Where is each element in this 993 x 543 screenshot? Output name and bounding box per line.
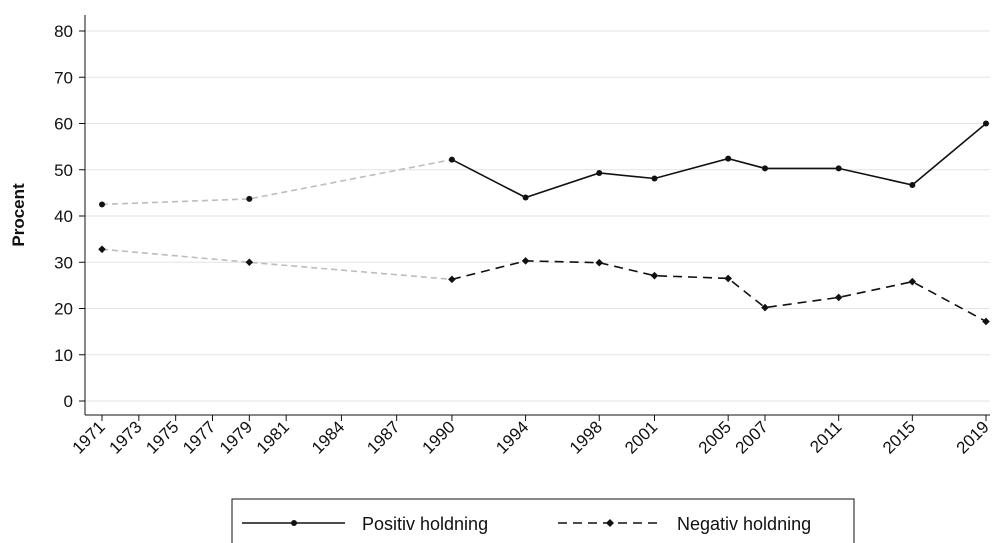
- legend-label-negativ: Negativ holdning: [677, 514, 811, 534]
- x-tick-label: 1973: [105, 417, 145, 457]
- data-point-0-2001: [651, 175, 658, 182]
- x-tick-label: 1984: [308, 417, 348, 457]
- x-tick-label: 2007: [732, 417, 772, 457]
- series-line-1: [451, 260, 987, 323]
- data-point-1-1979: [245, 258, 254, 267]
- data-point-0-2015: [909, 182, 916, 189]
- x-tick-label: 2015: [879, 417, 919, 457]
- y-tick-label: 80: [54, 22, 73, 41]
- x-tick-label: 1998: [566, 417, 606, 457]
- x-tick-label: 1975: [142, 417, 182, 457]
- data-point-0-1994: [522, 194, 529, 201]
- y-tick-label: 20: [54, 300, 73, 319]
- data-point-1-1971: [98, 245, 106, 254]
- x-tick-label: 1987: [363, 417, 403, 457]
- legend-label-positiv: Positiv holdning: [362, 514, 488, 534]
- x-tick-label: 2019: [953, 417, 993, 457]
- x-tick-label: 1990: [419, 417, 459, 457]
- series-lines: [101, 122, 987, 323]
- legend: Positiv holdning Negativ holdning: [231, 498, 855, 543]
- series-line-0: [451, 122, 987, 199]
- y-tick-label: 60: [54, 115, 73, 134]
- data-point-1-2011: [834, 293, 843, 302]
- data-point-0-1998: [596, 169, 603, 176]
- legend-box: [231, 498, 855, 543]
- legend-marker-negativ: [606, 519, 614, 527]
- x-tick-label: 2005: [695, 417, 735, 457]
- series-connector-0: [101, 158, 453, 206]
- x-tick-label: 1981: [253, 417, 293, 457]
- x-tick-label: 2001: [621, 417, 661, 457]
- x-tick-label: 1971: [69, 417, 109, 457]
- data-point-1-2001: [650, 271, 659, 280]
- series-connector-1: [101, 248, 452, 281]
- grid-lines: [85, 30, 990, 402]
- data-point-1-2007: [761, 303, 769, 312]
- data-point-0-2011: [835, 165, 842, 172]
- legend-marker-positiv: [291, 520, 297, 526]
- y-tick-label: 0: [64, 392, 73, 411]
- data-point-0-2019: [983, 120, 989, 127]
- data-point-0-1990: [448, 156, 455, 163]
- data-point-0-1979: [246, 195, 253, 202]
- y-tick-label: 70: [54, 68, 73, 87]
- x-tick-label: 2011: [806, 417, 845, 456]
- data-point-1-2005: [724, 274, 732, 283]
- axes: 0102030405060708019711973197519771979198…: [54, 15, 993, 458]
- data-point-1-2019: [982, 317, 990, 326]
- y-axis-title: Procent: [9, 183, 28, 247]
- data-point-1-1998: [595, 258, 604, 267]
- data-point-1-2015: [908, 277, 917, 286]
- y-tick-label: 50: [54, 161, 73, 180]
- y-tick-label: 10: [54, 346, 73, 365]
- x-tick-label: 1977: [179, 417, 219, 457]
- y-tick-label: 40: [54, 207, 73, 226]
- data-point-1-1990: [448, 275, 456, 284]
- data-point-0-1971: [99, 201, 105, 208]
- data-point-1-1994: [521, 257, 530, 265]
- series-markers: [98, 120, 990, 326]
- data-point-0-2005: [725, 155, 732, 162]
- y-tick-label: 30: [54, 253, 73, 272]
- x-tick-label: 1994: [492, 417, 532, 457]
- data-point-0-2007: [762, 165, 768, 172]
- x-tick-label: 1979: [216, 417, 256, 457]
